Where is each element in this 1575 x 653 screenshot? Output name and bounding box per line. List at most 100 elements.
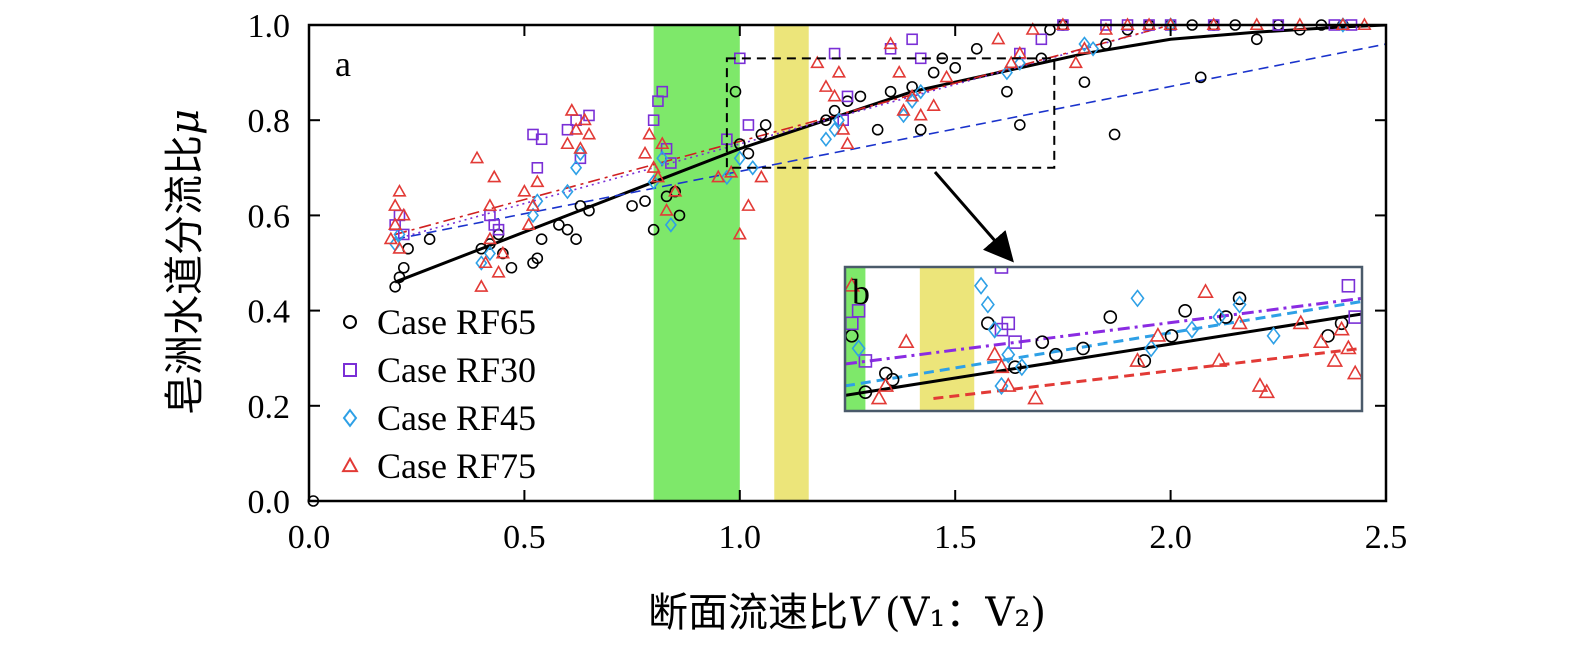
- x-axis-label-paren: (V₁：V₂): [885, 590, 1046, 636]
- data-point: [828, 47, 841, 60]
- data-point: [492, 223, 505, 236]
- highlight-bands: [653, 25, 809, 501]
- data-point: [647, 174, 660, 190]
- data-point: [655, 136, 670, 150]
- inset-data-point: [1149, 327, 1167, 342]
- y-axis-label-main: 皂洲水道分流比: [162, 135, 208, 415]
- data-point: [1077, 41, 1092, 54]
- data-point: [656, 85, 669, 98]
- highlight-band: [774, 25, 809, 501]
- inset-fit-curve: [845, 312, 1362, 397]
- data-point: [487, 169, 502, 183]
- data-point: [741, 198, 756, 211]
- data-point: [755, 128, 768, 141]
- data-point: [560, 136, 575, 150]
- data-point: [397, 261, 410, 274]
- inset-data-point: [1326, 352, 1344, 367]
- legend-label: Case RF45: [377, 398, 536, 438]
- data-point: [841, 90, 854, 103]
- data-point: [1194, 71, 1207, 84]
- data-point: [939, 69, 954, 83]
- data-point: [478, 255, 493, 269]
- data-point: [828, 104, 841, 117]
- data-point: [647, 223, 660, 236]
- data-point: [469, 150, 485, 164]
- data-point: [1068, 55, 1083, 69]
- data-point: [1078, 36, 1091, 52]
- data-point: [583, 204, 595, 217]
- fit-curve: [394, 25, 1171, 240]
- x-tick-label: 1.5: [934, 519, 977, 556]
- data-point: [673, 209, 686, 222]
- inset-data-point: [1333, 320, 1350, 336]
- data-point: [535, 133, 548, 146]
- data-point: [564, 103, 579, 116]
- inset-data-point: [986, 345, 1003, 361]
- data-point: [1025, 22, 1040, 35]
- data-point: [482, 231, 498, 245]
- legend-marker: [343, 363, 357, 377]
- data-point: [1250, 33, 1263, 46]
- inset-data-point: [1014, 358, 1029, 377]
- legend-marker: [341, 456, 359, 473]
- data-point: [914, 83, 927, 100]
- zoom-arrow: [933, 171, 1014, 263]
- data-point: [1004, 55, 1019, 69]
- data-point: [836, 122, 851, 135]
- data-point: [397, 228, 410, 241]
- panel-label: a: [335, 44, 351, 84]
- data-point: [531, 162, 544, 174]
- highlight-band: [653, 25, 740, 501]
- data-point: [525, 198, 541, 211]
- x-axis-label: 断面流速比V (V₁：V₂): [648, 590, 1046, 636]
- data-point: [840, 136, 855, 150]
- data-point: [1001, 85, 1013, 98]
- data-point: [913, 107, 928, 121]
- data-point: [475, 242, 488, 255]
- inset-data-point: [993, 358, 1010, 374]
- data-point: [561, 223, 574, 236]
- data-point: [577, 112, 592, 126]
- data-point: [388, 198, 403, 211]
- inset-data-point: [1001, 316, 1016, 331]
- inset-frame: [843, 265, 1364, 413]
- x-tick-label: 1.0: [719, 519, 762, 556]
- data-point: [392, 183, 407, 197]
- inset-data-point: [1251, 377, 1269, 392]
- inset-data-point: [999, 377, 1017, 392]
- data-point: [1108, 128, 1121, 141]
- data-point: [474, 279, 489, 292]
- inset-data-point: [1008, 360, 1022, 374]
- inset-data-point: [1231, 314, 1248, 330]
- data-point: [568, 122, 584, 135]
- inset-data-point: [1008, 335, 1022, 349]
- data-point: [495, 245, 510, 259]
- x-tick-label: 2.0: [1149, 519, 1192, 556]
- data-point: [884, 85, 897, 98]
- data-point: [530, 174, 545, 188]
- data-point: [1100, 38, 1112, 50]
- inset-data-point: [1129, 352, 1146, 367]
- data-point: [970, 42, 983, 55]
- data-point: [742, 119, 755, 131]
- data-point: [1336, 17, 1349, 33]
- inset-label: b: [852, 272, 870, 312]
- data-point: [1014, 119, 1026, 131]
- data-point: [733, 150, 746, 167]
- legend-label: Case RF30: [377, 350, 536, 390]
- zoom-region-box: [725, 57, 1056, 169]
- inset-data-point: [1340, 339, 1357, 355]
- data-point: [1013, 55, 1026, 71]
- data-point: [484, 209, 496, 222]
- data-point: [914, 123, 927, 136]
- data-point: [854, 90, 867, 103]
- data-point: [637, 145, 653, 159]
- data-point: [732, 226, 747, 240]
- inset-data-point: [858, 385, 873, 400]
- inset-data-point: [1232, 295, 1247, 314]
- x-axis-label-var: V: [848, 590, 881, 636]
- data-point: [827, 88, 842, 102]
- legend-marker: [343, 315, 357, 329]
- inset-data-point: [1027, 389, 1044, 405]
- inset-data-point: [1001, 345, 1016, 364]
